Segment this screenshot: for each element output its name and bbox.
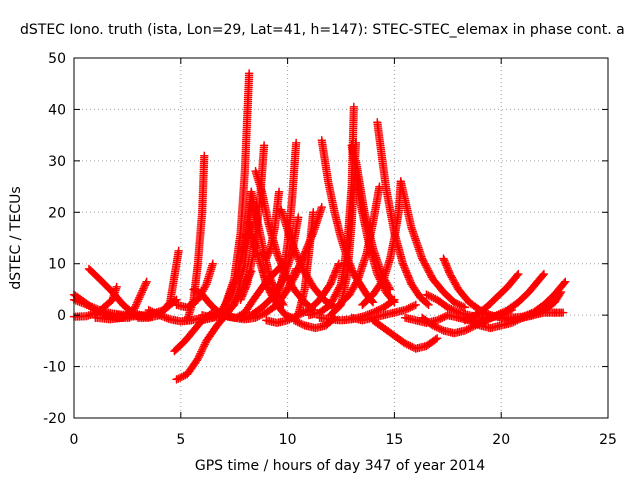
x-axis-label: GPS time / hours of day 347 of year 2014 [195,458,485,474]
data-point [294,213,303,222]
data-point [351,138,361,148]
data-point [349,102,359,112]
data-arc [368,316,442,353]
y-tick-label: 30 [48,154,66,170]
data-arc [257,187,284,263]
data-point [259,141,269,150]
data-arc [518,308,568,322]
data-point [422,299,432,308]
data-point [555,289,565,298]
data-point [334,259,344,268]
plot-frame [73,57,609,419]
axis-layer: 0 5 10 15 20 25 -20 -10 0 10 20 30 40 50 [43,51,617,448]
data-point [164,299,174,308]
y-axis-label: dSTEC / TECUs [8,186,24,289]
y-tick-label: 50 [48,51,66,67]
data-arc [347,300,421,325]
y-tick-label: -10 [43,360,66,376]
y-tick-label: 20 [48,205,66,221]
y-tick-label: -20 [43,411,66,427]
data-point [539,269,549,279]
data-point [512,271,522,280]
data-point [174,246,183,256]
data-point [274,187,284,196]
chart-title: dSTEC Iono. truth (ista, Lon=29, Lat=41,… [20,22,625,38]
data-point [556,287,566,297]
data-arc [492,269,549,320]
data-point [460,303,470,312]
data-point [432,334,442,343]
data-point [558,308,568,317]
data-point [514,269,523,279]
x-tick-label: 0 [70,432,79,448]
data-point [200,151,209,160]
data-point [390,295,399,304]
x-tick-label: 20 [492,432,510,448]
data-arc [334,182,384,310]
data-point [424,300,433,310]
y-tick-label: 10 [48,257,66,273]
data-point [431,335,440,344]
data-point [559,278,569,288]
data-layer [69,69,570,384]
data-arc [396,177,470,312]
data-arc [182,151,209,325]
data-point [308,208,318,217]
data-point [368,298,378,307]
data-arc [133,246,183,322]
data-arc [294,259,344,320]
data-point [388,296,398,306]
x-tick-label: 25 [599,432,617,448]
data-point [411,300,421,310]
data-point [385,285,395,294]
data-arc [272,138,301,304]
x-tick-label: 5 [176,432,185,448]
data-point [538,271,548,280]
y-tick-label: 40 [48,102,66,118]
data-arc [91,277,151,324]
data-point [244,69,254,78]
data-point [561,277,570,286]
data-point [291,138,301,148]
data-point [208,259,218,268]
data-point [317,202,327,212]
data-arc [358,177,406,310]
x-tick-label: 10 [279,432,297,448]
y-tick-label: 0 [57,308,66,324]
data-point [142,277,151,286]
data-point [112,282,121,292]
x-tick-label: 15 [385,432,403,448]
